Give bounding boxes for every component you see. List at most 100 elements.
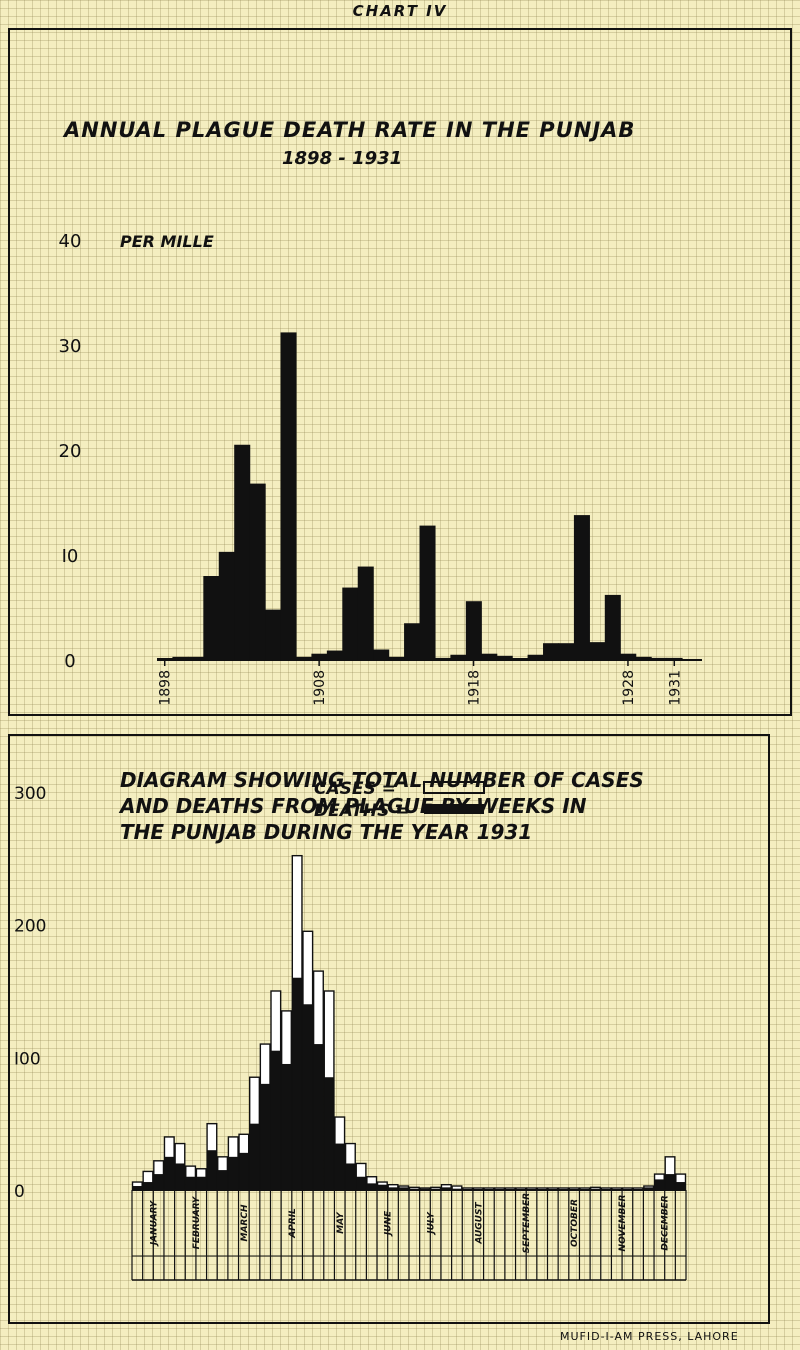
annual-chart-plot: 0 I0 20 30 40 1898 1908 1918 1928 1931 — [59, 231, 702, 706]
deaths-bar-week-10 — [228, 1156, 239, 1190]
weekly-chart-title-line-1: DIAGRAM SHOWING TOTAL NUMBER OF CASES — [120, 768, 644, 792]
deaths-bar-week-51 — [665, 1174, 675, 1190]
bar-year-1912 — [373, 649, 390, 660]
bar-year-1899 — [172, 656, 189, 660]
bar-year-1921 — [512, 658, 529, 660]
month-label-january: JANUARY — [149, 1199, 159, 1247]
month-label-july: JULY — [426, 1211, 436, 1236]
month-label-february: FEBRUARY — [192, 1195, 202, 1249]
deaths-bar-week-16 — [292, 977, 302, 1190]
month-label-october: OCTOBER — [570, 1199, 580, 1247]
deaths-bar-week-5 — [175, 1163, 185, 1190]
bar-year-1917 — [450, 654, 467, 660]
bar-year-1931 — [666, 657, 683, 660]
deaths-bar-week-8 — [207, 1150, 217, 1190]
deaths-bar-week-3 — [153, 1174, 164, 1190]
bar-year-1902 — [218, 551, 235, 660]
x-tick-label: 1898 — [158, 670, 174, 706]
deaths-bar-week-6 — [185, 1176, 196, 1190]
y-tick-label: 200 — [14, 917, 46, 937]
bar-year-1901 — [203, 576, 220, 660]
bar-year-1922 — [527, 654, 544, 660]
annual-chart-subtitle: 1898 - 1931 — [282, 148, 403, 169]
y-tick-label: 0 — [14, 1182, 25, 1202]
bar-year-1905 — [265, 609, 282, 660]
month-label-june: JUNE — [384, 1210, 394, 1237]
bar-year-1906 — [280, 332, 297, 660]
month-label-december: DECEMBER — [661, 1195, 671, 1250]
deaths-bar-week-21 — [345, 1163, 356, 1190]
deaths-bar-week-19 — [324, 1077, 334, 1190]
bar-year-1927 — [604, 594, 621, 660]
bar-year-1898 — [157, 658, 174, 660]
bar-year-1903 — [234, 444, 251, 660]
month-label-april: APRIL — [288, 1208, 298, 1239]
deaths-bar-week-13 — [260, 1083, 270, 1190]
bar-year-1908 — [311, 653, 328, 660]
weekly-chart-title-line-2: AND DEATHS FROM PLAGUE BY WEEKS IN — [120, 794, 587, 818]
deaths-bar-week-52 — [675, 1182, 686, 1190]
deaths-bar-week-26 — [398, 1187, 409, 1190]
annual-chart-title: ANNUAL PLAGUE DEATH RATE IN THE PUNJAB — [64, 118, 636, 142]
deaths-bar-week-25 — [388, 1187, 398, 1190]
deaths-bar-week-11 — [239, 1152, 249, 1190]
legend-cases-label: CASES = — [314, 779, 396, 799]
bar-year-1907 — [295, 656, 313, 660]
bar-year-1904 — [249, 483, 266, 660]
month-label-may: MAY — [336, 1211, 346, 1234]
bar-year-1919 — [481, 653, 498, 660]
bar-year-1918 — [465, 601, 482, 660]
bar-year-1911 — [357, 566, 374, 660]
weekly-chart-plot: 0 I00 200 300 CASES =DEATHS = JANUARY FEBRUARY… — [14, 779, 687, 1281]
bar-year-1900 — [187, 656, 204, 660]
bar-year-1923 — [543, 643, 560, 660]
bar-year-1920 — [496, 655, 513, 660]
deaths-bar-week-23 — [366, 1183, 377, 1190]
deaths-bar-week-2 — [143, 1182, 153, 1190]
deaths-bar-week-15 — [281, 1063, 292, 1190]
deaths-bar-week-17 — [302, 1004, 313, 1190]
bar-year-1909 — [326, 650, 343, 660]
deaths-bar-week-9 — [217, 1170, 228, 1190]
y-tick-label: 30 — [59, 336, 82, 357]
deaths-bar-week-24 — [377, 1184, 388, 1190]
y-tick-label: I0 — [62, 546, 79, 567]
bar-year-1928 — [620, 653, 637, 660]
y-tick-label: 20 — [59, 441, 82, 462]
annual-chart-panel: ANNUAL PLAGUE DEATH RATE IN THE PUNJAB 1… — [8, 28, 792, 716]
bar-year-1913 — [388, 656, 405, 660]
deaths-bar-week-1 — [132, 1186, 143, 1190]
bar-year-1916 — [434, 657, 451, 660]
annual-chart-ylabel: PER MILLE — [120, 232, 214, 251]
x-tick-label: 1928 — [621, 670, 637, 706]
month-label-september: SEPTEMBER — [522, 1193, 532, 1253]
x-tick-label: 1931 — [667, 670, 683, 706]
bar-year-1929 — [635, 656, 652, 660]
x-tick-label: 1918 — [467, 670, 483, 706]
deaths-bar-week-22 — [356, 1176, 366, 1190]
bar-year-1910 — [342, 587, 359, 660]
deaths-bar-week-4 — [164, 1156, 175, 1190]
y-tick-label: 0 — [64, 651, 75, 672]
x-tick-label: 1908 — [312, 670, 328, 706]
printer-credit: MUFID-I-AM PRESS, LAHORE — [560, 1330, 739, 1343]
legend-deaths-swatch — [424, 804, 484, 814]
weekly-chart-panel: DIAGRAM SHOWING TOTAL NUMBER OF CASES AN… — [8, 734, 770, 1324]
legend-deaths-label: DEATHS = — [314, 801, 409, 821]
deaths-bar-week-18 — [313, 1044, 324, 1190]
bar-year-1914 — [404, 623, 421, 660]
y-tick-label: I00 — [14, 1049, 41, 1069]
bar-year-1925 — [573, 515, 590, 660]
deaths-bar-week-30 — [441, 1187, 452, 1190]
deaths-bar-week-49 — [643, 1187, 654, 1190]
chart-number-header: CHART IV — [352, 2, 448, 20]
bar-year-1926 — [589, 642, 606, 660]
legend-cases-swatch — [423, 781, 485, 794]
deaths-bar-week-20 — [334, 1143, 345, 1190]
bar-year-1930 — [651, 657, 668, 660]
deaths-bar-week-7 — [196, 1176, 207, 1190]
month-label-august: AUGUST — [474, 1202, 484, 1245]
deaths-bar-week-50 — [654, 1179, 665, 1190]
weekly-chart-title-line-3: THE PUNJAB DURING THE YEAR 1931 — [120, 820, 533, 844]
month-label-march: MARCH — [240, 1204, 250, 1241]
